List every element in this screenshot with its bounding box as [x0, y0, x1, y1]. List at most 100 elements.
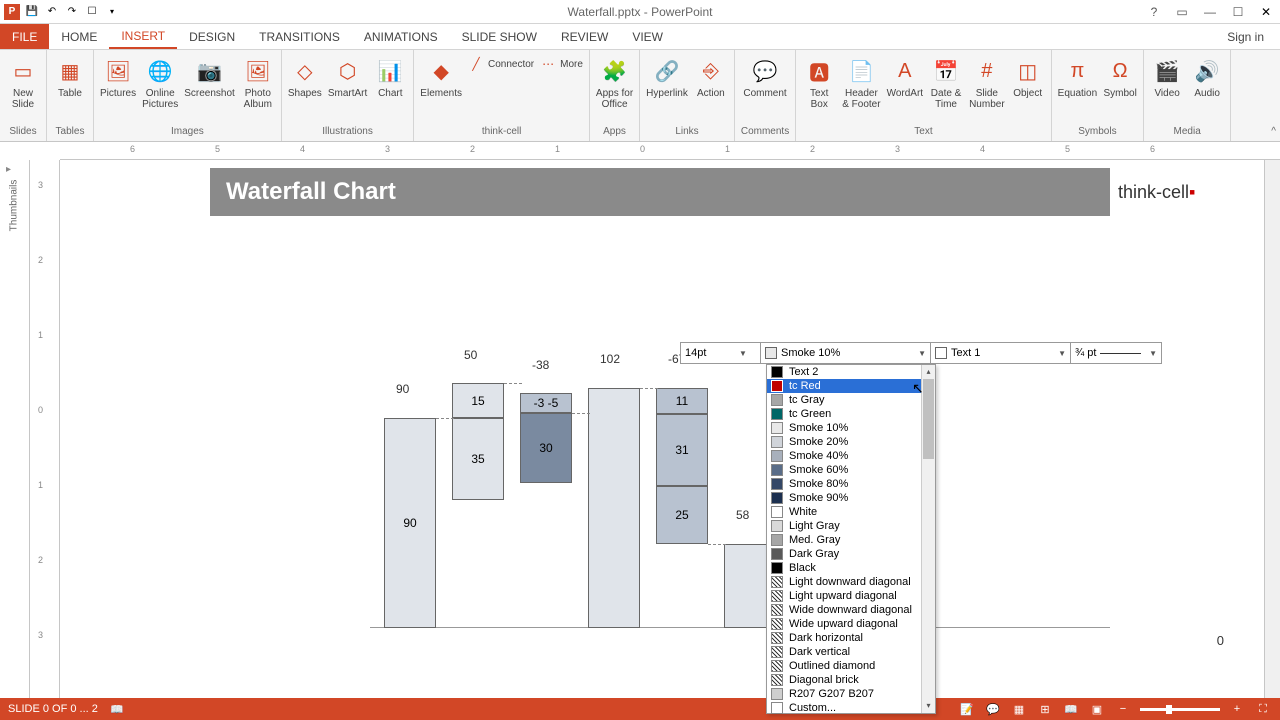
ribbon-button[interactable]: ΩSymbol: [1103, 56, 1137, 99]
ribbon-button[interactable]: 🌐OnlinePictures: [142, 56, 178, 110]
minimize-icon[interactable]: —: [1196, 1, 1224, 23]
tab-insert[interactable]: INSERT: [109, 24, 177, 49]
color-menu-item[interactable]: Wide downward diagonal: [767, 603, 935, 617]
tab-home[interactable]: HOME: [49, 24, 109, 49]
color-menu-item[interactable]: tc Green: [767, 407, 935, 421]
color-menu-item[interactable]: tc Red: [767, 379, 935, 393]
ribbon-button[interactable]: 🔗Hyperlink: [646, 56, 688, 99]
sorter-view-icon[interactable]: ⊞: [1036, 701, 1054, 717]
tab-slideshow[interactable]: SLIDE SHOW: [450, 24, 549, 49]
ribbon-button[interactable]: ◆Elements: [420, 56, 462, 99]
ribbon-button[interactable]: 🎬Video: [1150, 56, 1184, 99]
spellcheck-icon[interactable]: 📖: [108, 701, 126, 717]
color-menu-item[interactable]: Black: [767, 561, 935, 575]
color-menu-item[interactable]: Light Gray: [767, 519, 935, 533]
maximize-icon[interactable]: ☐: [1224, 1, 1252, 23]
reading-view-icon[interactable]: 📖: [1062, 701, 1080, 717]
ribbon-button[interactable]: 🔊Audio: [1190, 56, 1224, 99]
undo-icon[interactable]: ↶: [44, 4, 60, 20]
ribbon-button[interactable]: ▦Table: [53, 56, 87, 99]
tab-design[interactable]: DESIGN: [177, 24, 247, 49]
ribbon-button[interactable]: ╱Connector: [468, 56, 534, 72]
chart-segment[interactable]: 11: [656, 388, 708, 414]
font-size-input[interactable]: [685, 347, 735, 359]
ribbon-button[interactable]: 🖼PhotoAlbum: [241, 56, 275, 110]
ribbon-button[interactable]: ⬡SmartArt: [328, 56, 367, 99]
color-menu-item[interactable]: Smoke 40%: [767, 449, 935, 463]
ribbon-button[interactable]: 📄Header& Footer: [842, 56, 880, 110]
ribbon-button[interactable]: AWordArt: [887, 56, 924, 99]
ribbon-button[interactable]: 🅰TextBox: [802, 56, 836, 110]
color-menu-item[interactable]: Smoke 80%: [767, 477, 935, 491]
close-icon[interactable]: ✕: [1252, 1, 1280, 23]
help-icon[interactable]: ?: [1140, 1, 1168, 23]
waterfall-chart[interactable]: 909035155030-3 -5-38102113125-6758: [370, 268, 1110, 628]
color-menu-item[interactable]: Light upward diagonal: [767, 589, 935, 603]
redo-icon[interactable]: ↷: [64, 4, 80, 20]
thumbnails-pane[interactable]: ▸ Thumbnails: [0, 160, 30, 698]
notes-icon[interactable]: 📝: [958, 701, 976, 717]
ribbon-button[interactable]: 🧩Apps forOffice: [596, 56, 633, 110]
comments-icon[interactable]: 💬: [984, 701, 1002, 717]
tab-animations[interactable]: ANIMATIONS: [352, 24, 450, 49]
collapse-ribbon-icon[interactable]: ^: [1271, 126, 1276, 137]
chart-segment[interactable]: 25: [656, 486, 708, 544]
scroll-down-icon[interactable]: ▾: [922, 699, 935, 713]
ribbon-button[interactable]: 📊Chart: [373, 56, 407, 99]
chart-segment[interactable]: 35: [452, 418, 504, 500]
fill-color-dropdown[interactable]: Smoke 10% ▼: [761, 343, 931, 363]
color-menu-item[interactable]: Dark Gray: [767, 547, 935, 561]
line-weight-dropdown[interactable]: ¾ pt ▼: [1071, 343, 1161, 363]
chart-segment[interactable]: 30: [520, 413, 572, 483]
ribbon-button[interactable]: ⎆Action: [694, 56, 728, 99]
color-menu-item[interactable]: Smoke 90%: [767, 491, 935, 505]
color-menu-item[interactable]: tc Gray: [767, 393, 935, 407]
tab-transitions[interactable]: TRANSITIONS: [247, 24, 352, 49]
scroll-thumb[interactable]: [923, 379, 934, 459]
save-icon[interactable]: 💾: [24, 4, 40, 20]
slideshow-view-icon[interactable]: ▣: [1088, 701, 1106, 717]
sign-in-link[interactable]: Sign in: [1227, 24, 1280, 49]
zoom-slider[interactable]: [1140, 708, 1220, 711]
text-color-dropdown[interactable]: Text 1 ▼: [931, 343, 1071, 363]
color-menu-item[interactable]: Dark vertical: [767, 645, 935, 659]
font-size-dropdown[interactable]: ▼: [681, 343, 761, 363]
ribbon-button[interactable]: #SlideNumber: [969, 56, 1005, 110]
ribbon-button[interactable]: 🖼Pictures: [100, 56, 136, 99]
ribbon-button[interactable]: 💬Comment: [743, 56, 786, 99]
chart-segment[interactable]: 90: [384, 418, 436, 628]
color-menu-item[interactable]: Dark horizontal: [767, 631, 935, 645]
ribbon-button[interactable]: 📷Screenshot: [184, 56, 235, 99]
ribbon-button[interactable]: ◫Object: [1011, 56, 1045, 99]
chart-segment[interactable]: -3 -5: [520, 393, 572, 413]
slide-title[interactable]: Waterfall Chart: [210, 168, 1110, 216]
zoom-out-icon[interactable]: −: [1114, 701, 1132, 717]
slide[interactable]: Waterfall Chart think-cell▪ 909035155030…: [210, 168, 1110, 668]
color-menu-item[interactable]: Custom...: [767, 701, 935, 715]
qat-more-icon[interactable]: ▾: [104, 4, 120, 20]
color-menu-item[interactable]: Diagonal brick: [767, 673, 935, 687]
fit-window-icon[interactable]: ⛶: [1254, 701, 1272, 717]
color-menu-item[interactable]: Wide upward diagonal: [767, 617, 935, 631]
tab-view[interactable]: VIEW: [620, 24, 675, 49]
expand-thumbnails-icon[interactable]: ▸: [6, 164, 11, 175]
color-menu-item[interactable]: Smoke 20%: [767, 435, 935, 449]
scroll-up-icon[interactable]: ▴: [922, 365, 935, 379]
fill-color-menu[interactable]: ▴ ▾ Text 2tc Redtc Graytc GreenSmoke 10%…: [766, 364, 936, 714]
chart-segment[interactable]: 15: [452, 383, 504, 418]
zoom-in-icon[interactable]: +: [1228, 701, 1246, 717]
ribbon-button[interactable]: πEquation: [1058, 56, 1097, 99]
ribbon-button[interactable]: ⋯More: [540, 56, 583, 72]
chart-segment[interactable]: 31: [656, 414, 708, 486]
format-toolbar[interactable]: ▼ Smoke 10% ▼ Text 1 ▼ ¾ pt ▼: [680, 342, 1162, 364]
tab-file[interactable]: FILE: [0, 24, 49, 49]
color-menu-item[interactable]: Med. Gray: [767, 533, 935, 547]
touch-mode-icon[interactable]: ☐: [84, 4, 100, 20]
ribbon-button[interactable]: 📅Date &Time: [929, 56, 963, 110]
ribbon-options-icon[interactable]: ▭: [1168, 1, 1196, 23]
color-menu-item[interactable]: Text 2: [767, 365, 935, 379]
vertical-scrollbar[interactable]: [1264, 160, 1280, 698]
color-menu-item[interactable]: White: [767, 505, 935, 519]
color-menu-item[interactable]: Smoke 60%: [767, 463, 935, 477]
dropdown-scrollbar[interactable]: ▴ ▾: [921, 365, 935, 713]
